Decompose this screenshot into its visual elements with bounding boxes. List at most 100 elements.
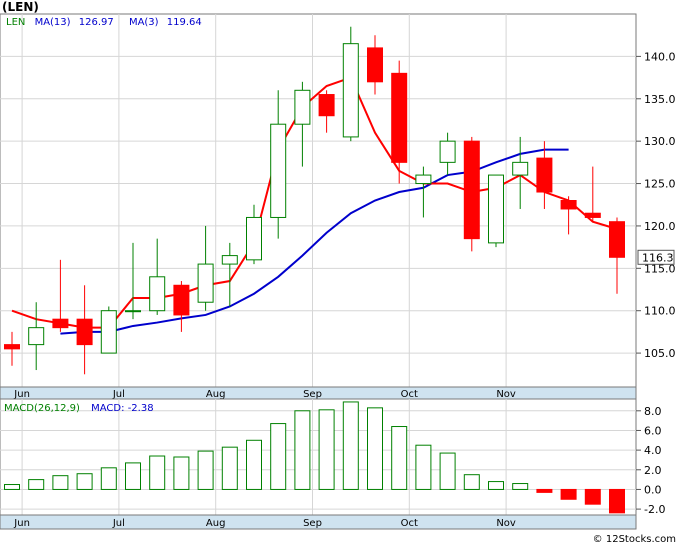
candle (52, 259, 69, 332)
candle-body (270, 123, 287, 218)
macd-bar (488, 481, 504, 490)
macd-gridlines (0, 399, 636, 515)
macd-bar (149, 455, 166, 490)
watermark: © 12Stocks.com (593, 534, 676, 545)
macd-tick-label: -2.0 (644, 503, 665, 516)
candle-body (439, 140, 456, 163)
macd-bar (415, 444, 432, 490)
macd-date-label: Aug (206, 518, 226, 529)
candle-body (221, 255, 238, 265)
candle-body (415, 174, 432, 185)
macd-bar (439, 452, 456, 490)
price-axis: 105.0 110.0 115.0 120.0 125.0 130.0 135.0 140.0 (636, 50, 676, 360)
candle-body (536, 157, 553, 193)
last-price-label: 116.3 (642, 251, 674, 264)
price-tick-label: 135.0 (644, 93, 676, 106)
candle (536, 141, 553, 209)
macd-bar (318, 409, 335, 490)
candle (512, 136, 529, 209)
ma13-line (60, 148, 569, 335)
candle (391, 60, 408, 184)
price-date-label: Aug (206, 389, 226, 400)
candle-body (512, 161, 529, 176)
price-tick-label: 115.0 (644, 262, 676, 275)
price-date-label: Nov (496, 389, 516, 400)
price-tick-label: 140.0 (644, 50, 676, 63)
candle-body (100, 310, 117, 354)
candle (318, 90, 335, 133)
macd-bar (270, 423, 287, 490)
macd-legend-label: MACD(26,12,9) (4, 403, 80, 414)
macd-date-labels: Jun Jul Aug Sep Oct Nov (13, 518, 516, 529)
candle-body (318, 94, 335, 117)
macd-bar (100, 467, 117, 490)
candle (463, 136, 480, 252)
macd-tick-label: 2.0 (644, 464, 662, 477)
candle-body (488, 174, 504, 244)
candle-body (28, 327, 45, 346)
price-date-label: Jun (13, 389, 30, 400)
macd-bar (125, 462, 141, 490)
candle (28, 302, 45, 371)
macd-bar (294, 410, 311, 490)
macd-tick-label: 0.0 (644, 483, 662, 496)
candle-body (609, 221, 625, 258)
macd-date-strip (0, 514, 637, 530)
price-tick-label: 130.0 (644, 135, 676, 148)
macd-bar (609, 488, 625, 514)
candle (294, 81, 311, 167)
macd-bar (221, 446, 238, 490)
candle (100, 306, 117, 354)
candle (609, 217, 625, 294)
candle (125, 242, 141, 320)
macd-legend-value: -2.38 (128, 403, 154, 414)
macd-bar (76, 473, 93, 490)
price-date-label: Jul (112, 389, 125, 400)
candle (270, 90, 287, 239)
candle (439, 132, 456, 176)
price-date-label: Sep (303, 389, 322, 400)
macd-bar (173, 456, 190, 490)
last-price-box (637, 249, 675, 265)
candle (173, 281, 190, 332)
candle-body (125, 310, 141, 313)
price-tick-label: 110.0 (644, 305, 676, 318)
last-price-marker: 116.3 (637, 249, 675, 265)
macd-bar (197, 450, 214, 490)
macd-tick-label: 8.0 (644, 405, 662, 418)
candle-body (246, 216, 262, 261)
candle (415, 166, 432, 218)
candle-body (367, 47, 383, 83)
macd-legend-value-label: MACD: (91, 403, 124, 414)
candle-body (391, 72, 408, 163)
candle-body (294, 89, 311, 125)
macd-bar (536, 488, 553, 493)
ma13-series-line (60, 148, 569, 335)
price-tick-label: 120.0 (644, 220, 676, 233)
chart-title: (LEN) (2, 0, 39, 14)
candle (4, 331, 20, 366)
price-tick-label: 125.0 (644, 178, 676, 191)
macd-date-label: Oct (401, 518, 418, 529)
candle-body (149, 276, 166, 312)
candle (197, 225, 214, 311)
macd-bar (342, 401, 359, 490)
macd-bar (367, 407, 383, 490)
legend-ma3-label: MA(3) (129, 17, 159, 28)
candle (221, 242, 238, 307)
macd-tick-label: 4.0 (644, 444, 662, 457)
macd-date-label: Nov (496, 518, 516, 529)
macd-panel-background (0, 398, 637, 516)
macd-bar (4, 484, 20, 490)
price-date-labels: Jun Jul Aug Sep Oct Nov (13, 389, 516, 400)
price-tick-label: 105.0 (644, 347, 676, 360)
candle-body (76, 318, 93, 346)
candle-body (342, 43, 359, 138)
candle (76, 285, 93, 375)
candle (246, 204, 262, 265)
candle-body (4, 344, 20, 350)
legend-ma13-label: MA(13) (35, 17, 71, 28)
candle (488, 174, 504, 248)
candle-body (463, 140, 480, 240)
